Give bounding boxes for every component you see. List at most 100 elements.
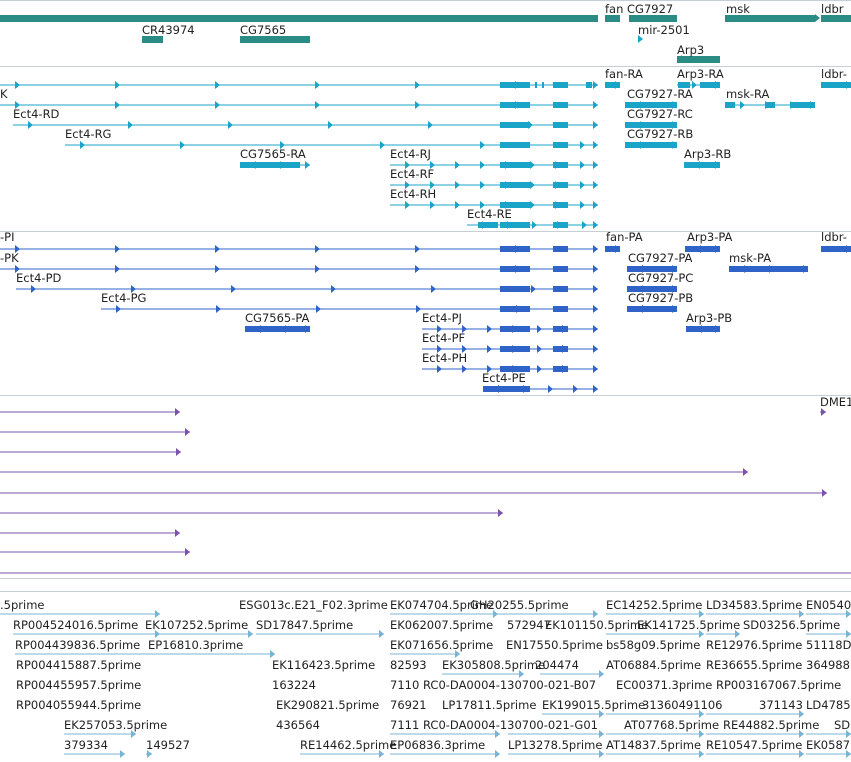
- est-feature-label[interactable]: 436564: [276, 718, 320, 732]
- gene-feature-label[interactable]: Arp3: [677, 43, 705, 57]
- est-feature-label[interactable]: .5prime: [0, 598, 45, 612]
- est-feature-label[interactable]: EK071656.5prime: [390, 638, 494, 652]
- est-feature-label[interactable]: 572947: [507, 618, 551, 632]
- est-feature-label[interactable]: 149527: [146, 738, 190, 752]
- transcript-feature-label[interactable]: Arp3-RA: [677, 67, 724, 81]
- gene-feature-label[interactable]: CR43974: [142, 23, 195, 37]
- protein-feature-label[interactable]: msk-PA: [729, 251, 772, 265]
- protein-feature-label[interactable]: Ect4-PF: [422, 331, 466, 345]
- est-feature-label[interactable]: LD34583.5prime: [706, 598, 803, 612]
- est-feature-label[interactable]: RE44882.5prime: [723, 718, 820, 732]
- transcript-feature-label[interactable]: CG7565-RA: [240, 147, 306, 161]
- est-feature-label[interactable]: SD17847.5prime: [256, 618, 354, 632]
- transcript-feature-label[interactable]: K: [0, 87, 8, 101]
- transcript-feature-label[interactable]: Ect4-RF: [390, 167, 435, 181]
- protein-feature-label[interactable]: Ect4-PD: [16, 271, 62, 285]
- est-feature-label[interactable]: 82593: [390, 658, 427, 672]
- est-feature-label[interactable]: 379334: [64, 738, 108, 752]
- est-feature-label[interactable]: RP004524016.5prime: [13, 618, 139, 632]
- est-feature-label[interactable]: 76921: [390, 698, 427, 712]
- est-feature-label[interactable]: EP06836.3prime: [390, 738, 486, 752]
- est-feature-label[interactable]: RC0-DA0004-130700-021-G01: [423, 718, 598, 732]
- est-feature-label[interactable]: EK305808.5prime: [442, 658, 546, 672]
- est-feature-label[interactable]: EP16810.3prime: [148, 638, 244, 652]
- transcript-feature-label[interactable]: Ect4-RG: [65, 127, 112, 141]
- est-feature-label[interactable]: AT06884.5prime: [606, 658, 702, 672]
- est-feature-label[interactable]: RP003167067.5prime: [716, 678, 842, 692]
- est-feature-label[interactable]: AT14837.5prime: [606, 738, 702, 752]
- est-feature-label[interactable]: RP004415887.5prime: [16, 658, 142, 672]
- gene-feature-label[interactable]: ldbr: [821, 2, 844, 16]
- est-feature-label[interactable]: SD: [834, 718, 851, 732]
- est-feature-label[interactable]: RC0-DA0004-130700-021-B07: [423, 678, 597, 692]
- transcript-feature-label[interactable]: CG7927-RC: [627, 107, 693, 121]
- est-feature-label[interactable]: LP13278.5prime: [508, 738, 603, 752]
- est-feature-label[interactable]: 51118D: [806, 638, 851, 652]
- est-feature-label[interactable]: 371143: [759, 698, 803, 712]
- est-feature-label[interactable]: EK199015.5prime: [542, 698, 646, 712]
- gene-feature-label[interactable]: mir-2501: [638, 23, 690, 37]
- protein-feature-label[interactable]: -PK: [0, 251, 19, 265]
- est-feature-label[interactable]: 7111: [390, 718, 420, 732]
- protein-feature-label[interactable]: Arp3-PA: [687, 230, 733, 244]
- est-feature-label[interactable]: RP004455957.5prime: [16, 678, 142, 692]
- est-feature-label[interactable]: bs58g09.5prime: [606, 638, 701, 652]
- est-feature-label[interactable]: RP004439836.5prime: [15, 638, 141, 652]
- protein-feature-label[interactable]: Ect4-PE: [482, 371, 526, 385]
- protein-feature-label[interactable]: Arp3-PB: [686, 311, 733, 325]
- protein-feature-label[interactable]: Ect4-PG: [101, 291, 147, 305]
- protein-feature-label[interactable]: CG7927-PB: [628, 291, 694, 305]
- transcript-feature-label[interactable]: Ect4-RD: [13, 107, 60, 121]
- gene-feature-label[interactable]: CG7565: [240, 23, 287, 37]
- protein-feature-label[interactable]: Ect4-PJ: [422, 311, 462, 325]
- est-feature-label[interactable]: EK141725.5prime: [637, 618, 741, 632]
- est-feature-label[interactable]: AT07768.5prime: [624, 718, 720, 732]
- est-feature-label[interactable]: EC14252.5prime: [606, 598, 703, 612]
- est-feature-label[interactable]: ESG013c.E21_F02.3prime: [239, 598, 388, 612]
- alignment-feature-label[interactable]: DME1: [820, 395, 851, 409]
- est-feature-label[interactable]: EK107252.5prime: [145, 618, 249, 632]
- est-feature-label[interactable]: 364988: [806, 658, 850, 672]
- protein-feature-label[interactable]: fan-PA: [606, 230, 643, 244]
- transcript-feature-label[interactable]: Arp3-RB: [684, 147, 732, 161]
- transcript-feature-label[interactable]: Ect4-RH: [390, 187, 437, 201]
- est-feature-label[interactable]: LP17811.5prime: [442, 698, 537, 712]
- est-feature-label[interactable]: 163224: [272, 678, 316, 692]
- est-feature-label[interactable]: RE14462.5prime: [300, 738, 397, 752]
- transcript-feature-label[interactable]: Ect4-RJ: [390, 147, 431, 161]
- transcript-feature-label[interactable]: CG7927-RB: [627, 127, 694, 141]
- est-feature-label[interactable]: EN0540: [806, 598, 851, 612]
- est-feature-label[interactable]: EC00371.3prime: [616, 678, 713, 692]
- est-feature-label[interactable]: SD03256.5prime: [743, 618, 841, 632]
- transcript-feature-label[interactable]: ldbr-: [821, 67, 847, 81]
- protein-feature-label[interactable]: ldbr-: [821, 230, 847, 244]
- protein-feature-label[interactable]: Ect4-PH: [422, 351, 468, 365]
- est-feature-label[interactable]: 7110: [390, 678, 420, 692]
- transcript-feature-label[interactable]: fan-RA: [605, 67, 643, 81]
- est-feature-label[interactable]: EK101150.5prime: [545, 618, 649, 632]
- gene-feature-label[interactable]: msk: [726, 2, 750, 16]
- est-feature-label[interactable]: RE10547.5prime: [706, 738, 803, 752]
- est-feature-label[interactable]: EK290821.5prime: [276, 698, 380, 712]
- gene-feature-label[interactable]: CG7927: [627, 2, 674, 16]
- est-feature-label[interactable]: RE36655.5prime: [706, 658, 803, 672]
- est-feature-label[interactable]: LD47850: [806, 698, 851, 712]
- protein-feature-label[interactable]: CG7565-PA: [245, 311, 310, 325]
- transcript-feature-label[interactable]: msk-RA: [726, 87, 770, 101]
- est-feature-label[interactable]: EN17550.5prime: [506, 638, 603, 652]
- est-feature-label[interactable]: EK0587: [806, 738, 851, 752]
- protein-feature-label[interactable]: CG7927-PC: [628, 271, 694, 285]
- est-feature-label[interactable]: EK116423.5prime: [272, 658, 376, 672]
- gene-feature-label[interactable]: fan: [605, 2, 624, 16]
- transcript-feature-label[interactable]: CG7927-RA: [627, 87, 693, 101]
- est-feature-label[interactable]: EK257053.5prime: [64, 718, 168, 732]
- est-feature-label[interactable]: EK062007.5prime: [390, 618, 494, 632]
- protein-feature-label[interactable]: -PI: [0, 230, 15, 244]
- est-feature-label[interactable]: 31360491106: [642, 698, 723, 712]
- est-feature-label[interactable]: 204474: [535, 658, 579, 672]
- protein-feature-label[interactable]: CG7927-PA: [628, 251, 693, 265]
- est-feature-label[interactable]: RE12976.5prime: [706, 638, 803, 652]
- est-feature-label[interactable]: GH20255.5prime: [470, 598, 569, 612]
- est-feature-label[interactable]: RP004055944.5prime: [16, 698, 142, 712]
- est-feature-label[interactable]: EK074704.5prime: [390, 598, 494, 612]
